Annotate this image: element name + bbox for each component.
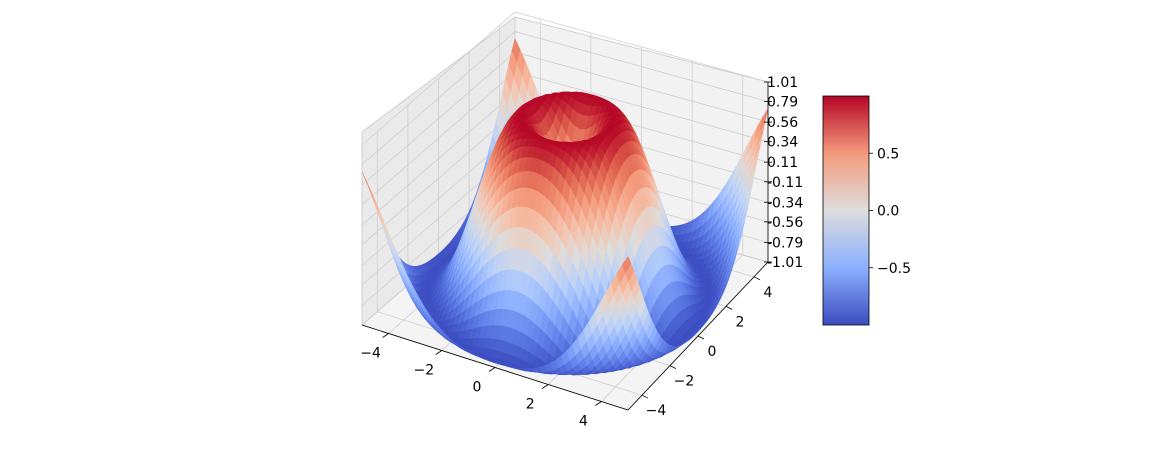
x-tick-label: −2: [413, 363, 434, 379]
z-gridline-9: [361, 11, 769, 146]
y-tick-mark: [725, 306, 733, 310]
surface-face: [622, 256, 632, 274]
x-axis-ticks: −4 −2 0 2 4: [360, 333, 602, 430]
y-tick-label: −2: [674, 374, 695, 390]
y-tick-label: −4: [646, 403, 667, 419]
colorbar-tick-label: 0.0: [877, 204, 899, 220]
colorbar: −0.5 0.0 0.5: [822, 95, 911, 326]
z-tick-label: -0.34: [767, 195, 803, 211]
y-tick-mark: [753, 276, 761, 281]
z-tick-label: 0.56: [767, 115, 798, 131]
surface-mesh: [361, 37, 769, 376]
z-tick-label: -0.79: [767, 235, 803, 251]
y-tick-label: 0: [708, 344, 717, 360]
z-tick-label: 1.01: [767, 75, 798, 91]
colorbar-gradient: [822, 95, 870, 326]
z-tick-label: 0.34: [767, 135, 798, 151]
y-tick-label: 2: [736, 314, 745, 330]
colorbar-tick-label: −0.5: [877, 261, 911, 277]
z-tick-label: -1.01: [767, 255, 803, 271]
y-axis-ticks: −4 −2 0 2 4: [641, 276, 773, 419]
z-axis-ticks: -1.01 -0.79 -0.56 -0.34 -0.11 0.11 0.34 0.56 0.7…: [764, 75, 803, 271]
x-tick-mark: [382, 333, 389, 338]
x-tick-label: 0: [473, 380, 482, 396]
colorbar-ticks: −0.5 0.0 0.5: [869, 146, 911, 277]
z-tick-label: -0.56: [767, 215, 803, 231]
x-tick-mark: [488, 367, 496, 372]
y-tick-label: 4: [764, 285, 773, 301]
x-tick-mark: [595, 401, 602, 406]
z-tick-label: 0.11: [767, 155, 798, 171]
y-tick-mark: [641, 394, 649, 399]
x-tick-label: −4: [360, 346, 381, 362]
z-gridline-8: [361, 31, 769, 165]
z-tick-label: -0.11: [767, 175, 803, 191]
colorbar-tick-label: 0.5: [877, 146, 899, 162]
x-tick-label: 4: [579, 414, 588, 430]
y-tick-mark: [669, 365, 677, 369]
x-tick-mark: [435, 350, 443, 355]
z-tick-label: 0.79: [767, 95, 798, 111]
x-tick-mark: [541, 384, 549, 389]
y-tick-mark: [697, 335, 705, 340]
x-tick-label: 2: [526, 397, 535, 413]
